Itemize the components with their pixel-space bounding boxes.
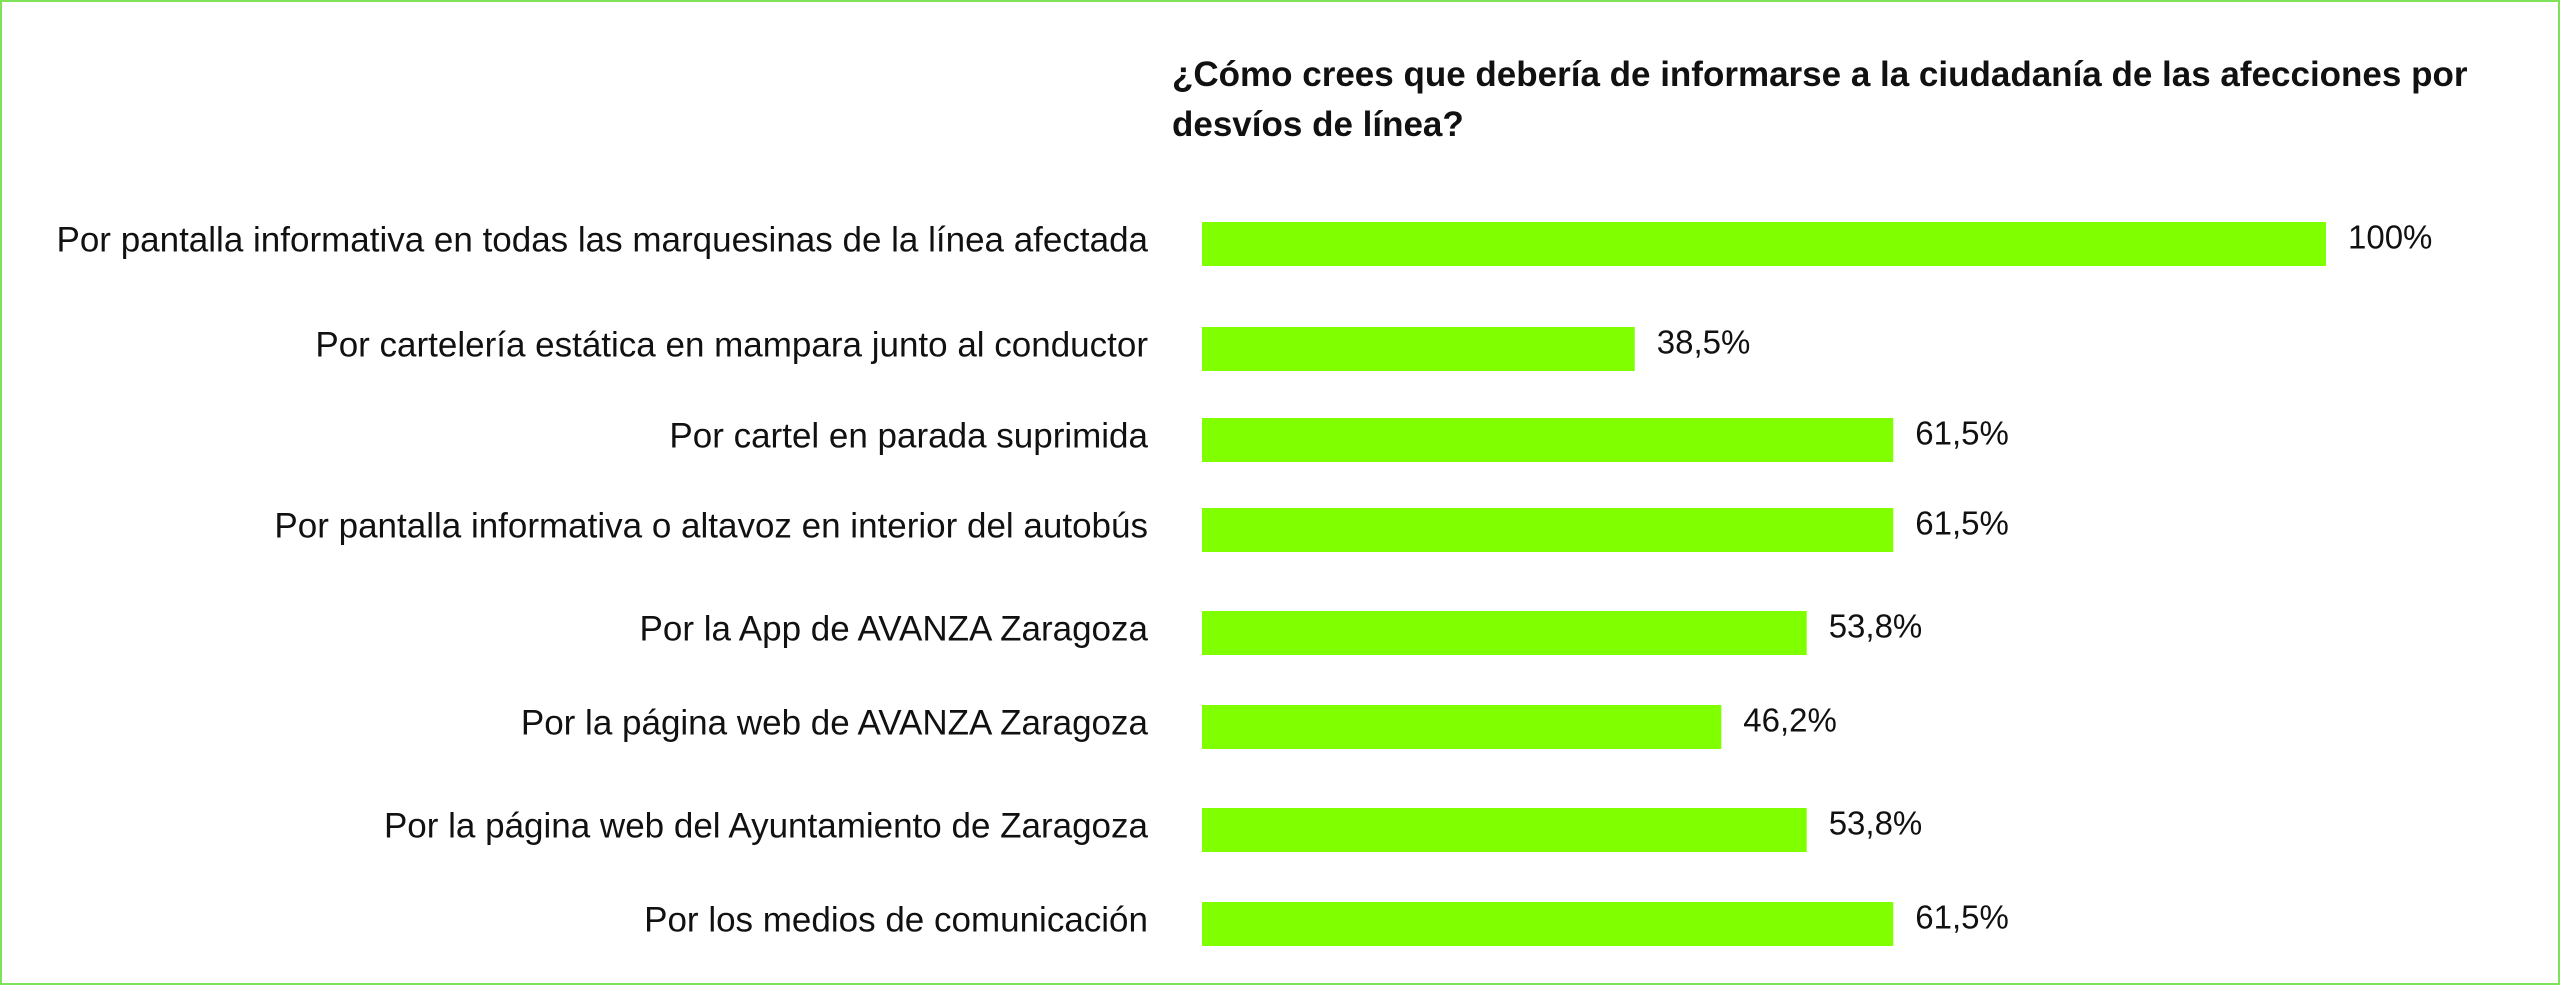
category-label: Por la página web del Ayuntamiento de Za… [384,806,1149,845]
category-label: Por la página web de AVANZA Zaragoza [521,703,1149,742]
bar [1202,508,1894,552]
value-label: 38,5% [1657,324,1751,361]
bar [1202,808,1807,852]
category-label: Por la App de AVANZA Zaragoza [640,609,1149,648]
value-label: 53,8% [1829,608,1923,645]
value-label: 61,5% [1915,415,2009,452]
chart-title: ¿Cómo crees que debería de informarse a … [1172,55,2468,144]
bar [1202,418,1894,462]
value-label: 53,8% [1829,805,1923,842]
value-label: 61,5% [1915,505,2009,542]
category-label: Por cartelería estática en mampara junto… [315,325,1148,364]
bar [1202,611,1807,655]
bar [1202,327,1635,371]
bar [1202,902,1894,946]
category-label: Por pantalla informativa o altavoz en in… [274,506,1148,545]
bar [1202,705,1722,749]
category-label: Por los medios de comunicación [644,900,1148,939]
value-label: 46,2% [1743,702,1837,739]
value-label: 100% [2348,219,2432,256]
category-label: Por pantalla informativa en todas las ma… [57,220,1149,259]
value-label: 61,5% [1915,899,2009,936]
category-label: Por cartel en parada suprimida [669,416,1148,455]
bar [1202,222,2326,266]
